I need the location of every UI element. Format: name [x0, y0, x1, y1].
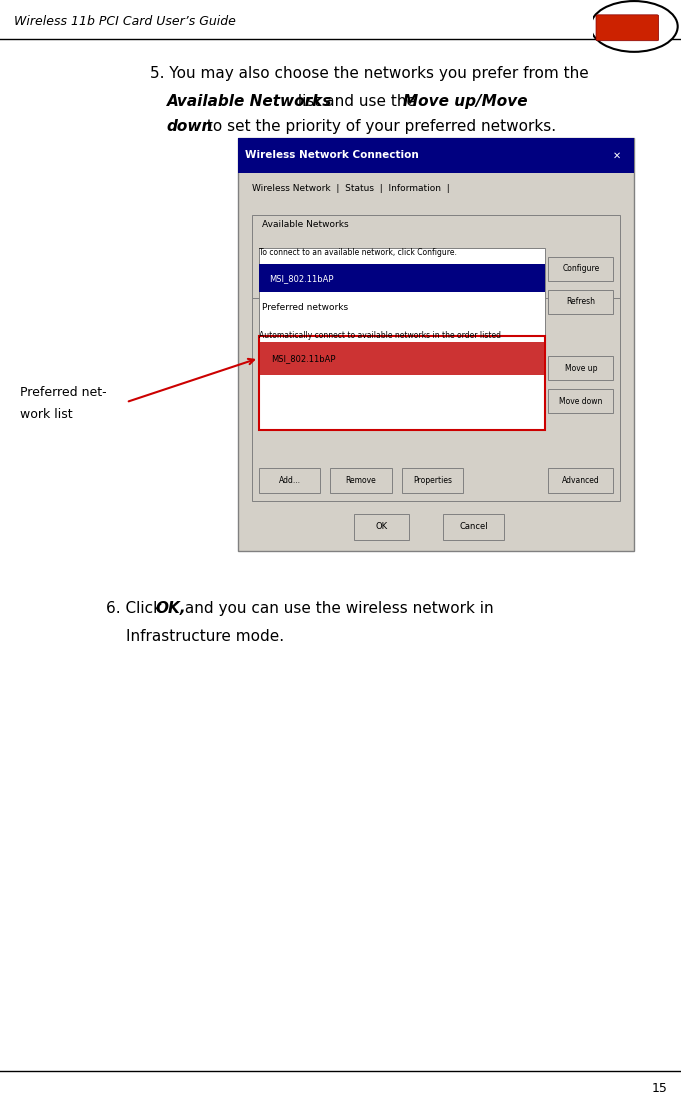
Text: to set the priority of your preferred networks.: to set the priority of your preferred ne… — [202, 119, 556, 134]
Text: down: down — [167, 119, 214, 134]
FancyBboxPatch shape — [354, 514, 409, 540]
Text: Wireless Network Connection: Wireless Network Connection — [245, 150, 419, 161]
Text: Preferred net-: Preferred net- — [20, 386, 107, 399]
Text: Move up/Move: Move up/Move — [403, 94, 528, 109]
Text: OK: OK — [376, 522, 387, 531]
Text: Move up: Move up — [565, 364, 597, 372]
Text: Remove: Remove — [346, 476, 376, 485]
FancyBboxPatch shape — [549, 290, 613, 314]
Circle shape — [591, 1, 678, 52]
Text: Add...: Add... — [279, 476, 301, 485]
FancyBboxPatch shape — [259, 264, 545, 292]
Text: Available Networks: Available Networks — [167, 94, 332, 109]
FancyBboxPatch shape — [596, 14, 659, 41]
Text: 6. Click: 6. Click — [105, 601, 166, 616]
FancyBboxPatch shape — [239, 138, 634, 551]
Text: Configure: Configure — [563, 264, 600, 273]
Text: Properties: Properties — [413, 476, 452, 485]
Text: Move down: Move down — [559, 397, 603, 406]
Text: MSI_802.11bAP: MSI_802.11bAP — [271, 354, 336, 363]
Text: list and use the: list and use the — [293, 94, 421, 109]
Text: OK,: OK, — [156, 601, 186, 616]
Text: below.: below. — [259, 350, 283, 359]
FancyBboxPatch shape — [239, 138, 634, 173]
Text: Infrastructure mode.: Infrastructure mode. — [126, 629, 284, 645]
Text: Advanced: Advanced — [562, 476, 600, 485]
FancyBboxPatch shape — [259, 336, 545, 430]
Text: Refresh: Refresh — [567, 298, 595, 306]
FancyBboxPatch shape — [549, 389, 613, 413]
FancyBboxPatch shape — [402, 468, 463, 493]
Text: Available Networks: Available Networks — [262, 220, 349, 229]
Text: To connect to an available network, click Configure.: To connect to an available network, clic… — [259, 248, 456, 257]
Text: 5. You may also choose the networks you prefer from the: 5. You may also choose the networks you … — [150, 66, 588, 82]
Text: and you can use the wireless network in: and you can use the wireless network in — [180, 601, 493, 616]
FancyBboxPatch shape — [259, 248, 545, 364]
FancyBboxPatch shape — [252, 215, 620, 408]
FancyBboxPatch shape — [549, 356, 613, 380]
Text: work list: work list — [20, 408, 73, 421]
FancyBboxPatch shape — [260, 342, 544, 375]
Text: Cancel: Cancel — [459, 522, 488, 531]
Text: ✕: ✕ — [612, 150, 621, 161]
FancyBboxPatch shape — [549, 468, 613, 493]
FancyBboxPatch shape — [252, 298, 620, 501]
Text: Automatically connect to available networks in the order listed: Automatically connect to available netwo… — [259, 331, 501, 339]
Text: MSI_802.11bAP: MSI_802.11bAP — [269, 274, 334, 283]
Text: Wireless Network  |  Status  |  Information  |: Wireless Network | Status | Information … — [252, 184, 450, 193]
FancyBboxPatch shape — [549, 257, 613, 281]
Text: 15: 15 — [652, 1082, 667, 1095]
FancyBboxPatch shape — [259, 468, 320, 493]
FancyBboxPatch shape — [443, 514, 504, 540]
FancyBboxPatch shape — [330, 468, 392, 493]
Text: Preferred networks: Preferred networks — [262, 303, 348, 312]
Text: Wireless 11b PCI Card User’s Guide: Wireless 11b PCI Card User’s Guide — [14, 14, 235, 28]
